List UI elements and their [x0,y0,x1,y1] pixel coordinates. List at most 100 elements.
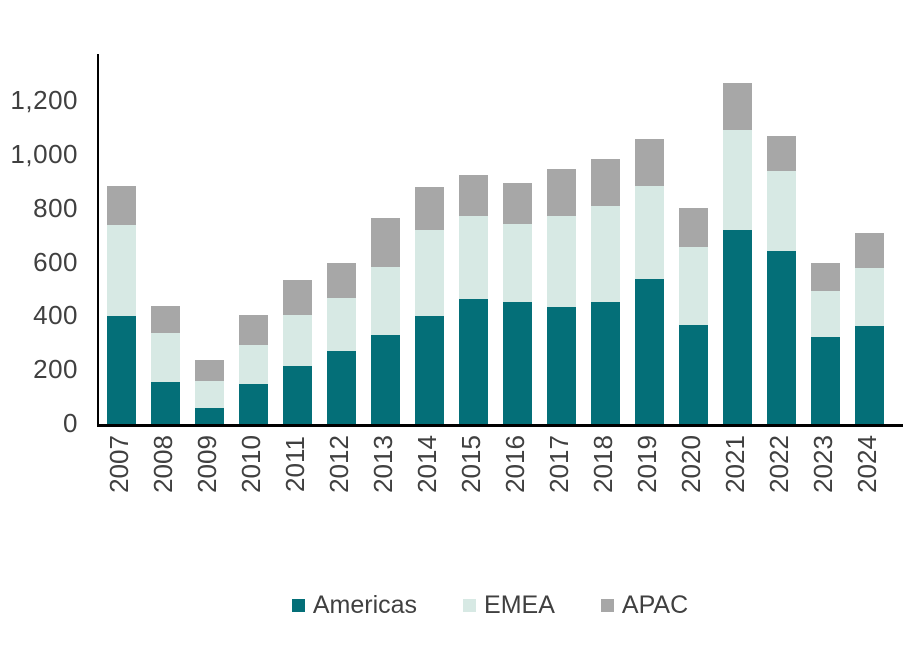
bar-segment-emea-2018 [590,206,620,302]
bar-segment-apac-2017 [546,168,576,216]
bar-segment-emea-2017 [546,215,576,307]
legend: Americas EMEA APAC [0,592,922,618]
stacked-bar-2012 [326,262,356,424]
stacked-bar-2024 [854,233,884,424]
stacked-bar-2009 [194,359,224,424]
bar-series-container [99,54,891,424]
bar-segment-americas-2018 [590,301,620,424]
x-axis-label-2011: 2011 [280,436,310,492]
legend-swatch-emea [463,598,477,612]
bar-segment-emea-2023 [810,290,840,337]
bar-slot-2015 [451,175,495,424]
stacked-bar-2021 [722,82,752,424]
stacked-bar-2016 [502,183,532,424]
bar-segment-emea-2020 [678,246,708,325]
legend-swatch-americas [291,598,305,612]
x-axis-label-2024: 2024 [852,435,882,493]
bar-segment-apac-2014 [414,187,444,231]
bar-slot-2022 [759,136,803,424]
stacked-bar-2008 [150,305,180,424]
bar-segment-apac-2012 [326,262,356,298]
bar-segment-apac-2007 [106,186,136,226]
bar-segment-apac-2022 [766,136,796,172]
bar-segment-americas-2022 [766,250,796,424]
bar-slot-2013 [363,218,407,424]
legend-item-americas: Americas [291,591,418,619]
bar-segment-apac-2019 [634,138,664,187]
bar-segment-americas-2008 [150,382,180,424]
x-axis-label-2009: 2009 [192,435,222,493]
bar-segment-emea-2016 [502,223,532,302]
x-axis-label-2014: 2014 [412,435,442,493]
bar-segment-americas-2021 [722,230,752,424]
bar-segment-apac-2013 [370,218,400,267]
bar-segment-americas-2024 [854,325,884,424]
bar-segment-americas-2010 [238,383,268,424]
bar-slot-2014 [407,187,451,424]
x-axis-label-2017: 2017 [544,435,574,493]
bar-segment-apac-2009 [194,359,224,382]
bar-slot-2023 [803,262,847,424]
bar-segment-emea-2015 [458,215,488,299]
x-axis-label-2022: 2022 [764,435,794,493]
x-axis-label-2019: 2019 [632,435,662,493]
stacked-bar-2013 [370,218,400,424]
bar-slot-2018 [583,159,627,424]
x-axis-label-2018: 2018 [588,435,618,493]
legend-swatch-apac [600,598,614,612]
bar-segment-americas-2015 [458,299,488,424]
y-axis-tick-label: 200 [33,354,78,385]
bar-segment-americas-2011 [282,366,312,424]
bar-slot-2011 [275,280,319,424]
x-axis-label-2013: 2013 [368,435,398,493]
bar-segment-apac-2010 [238,315,268,345]
bar-segment-americas-2014 [414,316,444,424]
bar-segment-emea-2012 [326,297,356,352]
legend-label: EMEA [484,591,555,619]
bar-segment-apac-2021 [722,82,752,130]
bar-segment-americas-2023 [810,336,840,424]
bar-segment-americas-2017 [546,307,576,424]
y-axis-tick-label: 600 [33,246,78,277]
stacked-bar-2015 [458,175,488,424]
bar-segment-apac-2016 [502,183,532,224]
x-axis-label-2008: 2008 [148,435,178,493]
bar-slot-2021 [715,82,759,424]
bar-segment-emea-2022 [766,171,796,251]
x-axis-label-2023: 2023 [808,435,838,493]
stacked-bar-2018 [590,159,620,424]
bar-segment-apac-2024 [854,233,884,269]
bar-segment-emea-2008 [150,332,180,383]
stacked-bar-2019 [634,138,664,424]
bar-segment-emea-2019 [634,186,664,279]
x-axis-label-2020: 2020 [676,435,706,493]
bar-segment-emea-2021 [722,129,752,231]
bar-segment-emea-2014 [414,230,444,317]
bar-segment-emea-2011 [282,315,312,367]
y-axis-tick-label: 1,200 [10,85,78,116]
bar-slot-2009 [187,359,231,424]
bar-slot-2008 [143,305,187,424]
bar-segment-americas-2019 [634,278,664,424]
bar-slot-2024 [847,233,891,424]
stacked-bar-2017 [546,168,576,424]
bar-segment-apac-2023 [810,262,840,291]
y-axis-tick-label: 800 [33,192,78,223]
bar-segment-apac-2018 [590,159,620,207]
legend-label: Americas [312,591,418,619]
bar-segment-americas-2009 [194,407,224,424]
stacked-bar-2020 [678,207,708,424]
stacked-bar-2022 [766,136,796,424]
x-axis-line [97,424,903,427]
x-axis-label-2012: 2012 [324,435,354,493]
bar-segment-emea-2013 [370,266,400,336]
y-axis-tick-label: 1,000 [10,139,78,170]
legend-item-emea: EMEA [463,592,555,618]
bar-slot-2019 [627,138,671,424]
x-axis-label-2007: 2007 [104,435,134,493]
bar-segment-emea-2010 [238,344,268,384]
stacked-bar-2014 [414,187,444,424]
bar-segment-americas-2013 [370,335,400,424]
stacked-bar-2023 [810,262,840,424]
